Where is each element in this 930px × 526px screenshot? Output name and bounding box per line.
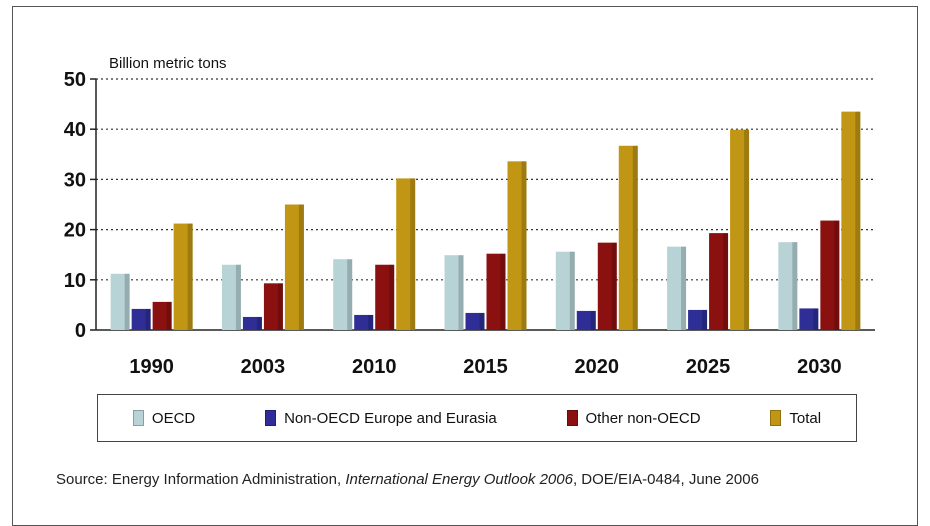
source-note: Source: Energy Information Administratio… <box>56 471 759 488</box>
bar-shade <box>298 204 304 330</box>
bar-other-non-oecd-2020 <box>597 242 617 330</box>
bar-non-oecd-europe-and-eurasia-2030 <box>799 308 819 330</box>
bar-oecd-1990 <box>110 273 130 330</box>
bar-other-non-oecd-2003 <box>263 283 283 330</box>
bar-total-2015 <box>507 161 527 330</box>
bar-shade <box>347 259 353 330</box>
bar-non-oecd-europe-and-eurasia-1990 <box>131 308 151 330</box>
bar-shade <box>187 223 193 330</box>
y-axis-label: Billion metric tons <box>109 55 227 72</box>
y-tick-label: 0 <box>75 320 86 342</box>
x-tick-label: 2025 <box>686 356 731 378</box>
bar-non-oecd-europe-and-eurasia-2025 <box>688 309 708 330</box>
bar-other-non-oecd-2015 <box>486 253 506 330</box>
bar-total-2025 <box>730 129 750 330</box>
bar-shade <box>277 283 283 330</box>
bar-shade <box>166 301 172 330</box>
bar-shade <box>235 264 241 330</box>
bar-shade <box>611 242 617 330</box>
source-suffix: , DOE/EIA-0484, June 2006 <box>572 471 759 488</box>
bar-other-non-oecd-2030 <box>820 220 840 330</box>
legend-item: Other non-OECD <box>566 409 701 427</box>
y-tick-label: 30 <box>64 169 86 191</box>
bar-total-1990 <box>173 223 193 330</box>
legend-label: Other non-OECD <box>585 409 701 427</box>
bar-oecd-2015 <box>444 255 464 330</box>
source-title: International Energy Outlook 2006 <box>345 471 573 488</box>
x-tick-label: 2010 <box>352 356 397 378</box>
bar-shade <box>702 309 708 330</box>
legend-swatch <box>132 410 144 426</box>
legend-swatch <box>770 410 782 426</box>
bar-shade <box>681 246 687 330</box>
bar-shade <box>855 111 861 330</box>
legend-swatch <box>265 410 277 426</box>
bar-shade <box>792 242 798 330</box>
bar-shade <box>124 273 130 330</box>
bar-shade <box>500 253 506 330</box>
legend: OECD Non-OECD Europe and Eurasia Other non… <box>97 394 857 442</box>
x-tick-label: 1990 <box>129 356 174 378</box>
legend-item: Total <box>770 410 821 427</box>
y-tick-label: 40 <box>64 119 86 141</box>
bar-shade <box>368 314 374 330</box>
bar-shade <box>521 161 527 330</box>
bar-other-non-oecd-1990 <box>152 301 172 330</box>
bar-non-oecd-europe-and-eurasia-2015 <box>465 312 485 330</box>
legend-swatch <box>566 410 578 426</box>
bar-shade <box>479 312 485 330</box>
bar-non-oecd-europe-and-eurasia-2003 <box>242 316 262 330</box>
bar-other-non-oecd-2025 <box>709 233 729 330</box>
bar-shade <box>145 308 151 330</box>
bar-total-2030 <box>841 111 861 330</box>
bar-non-oecd-europe-and-eurasia-2010 <box>354 314 374 330</box>
legend-label: Total <box>789 409 822 427</box>
bar-shade <box>458 255 464 330</box>
legend-label: OECD <box>151 409 196 427</box>
bar-shade <box>410 178 416 330</box>
x-tick-label: 2015 <box>463 356 508 378</box>
legend-label: Non-OECD Europe and Eurasia <box>284 409 497 427</box>
bar-other-non-oecd-2010 <box>375 264 395 330</box>
bar-non-oecd-europe-and-eurasia-2020 <box>576 310 596 330</box>
bar-oecd-2010 <box>333 259 353 330</box>
bar-shade <box>590 310 596 330</box>
bar-oecd-2025 <box>667 246 687 330</box>
bar-shade <box>389 264 395 330</box>
bar-shade <box>723 233 729 330</box>
y-tick-label: 50 <box>64 69 86 91</box>
bar-total-2020 <box>618 145 638 330</box>
legend-item: Non-OECD Europe and Eurasia <box>265 410 497 427</box>
bar-shade <box>834 220 840 330</box>
bar-total-2010 <box>396 178 416 330</box>
bar-shade <box>744 129 750 330</box>
x-tick-label: 2020 <box>575 356 620 378</box>
y-tick-label: 10 <box>64 270 86 292</box>
bar-shade <box>256 316 262 330</box>
y-tick-label: 20 <box>64 220 86 242</box>
bar-shade <box>569 251 575 330</box>
x-tick-label: 2030 <box>797 356 842 378</box>
x-tick-label: 2003 <box>241 356 286 378</box>
legend-item: OECD <box>132 409 196 427</box>
bar-oecd-2020 <box>555 251 575 330</box>
source-prefix: Source: Energy Information Administratio… <box>56 471 346 488</box>
bar-oecd-2030 <box>778 242 798 330</box>
bar-shade <box>813 308 819 330</box>
bar-shade <box>632 145 638 330</box>
bar-oecd-2003 <box>221 264 241 330</box>
bar-total-2003 <box>284 204 304 330</box>
